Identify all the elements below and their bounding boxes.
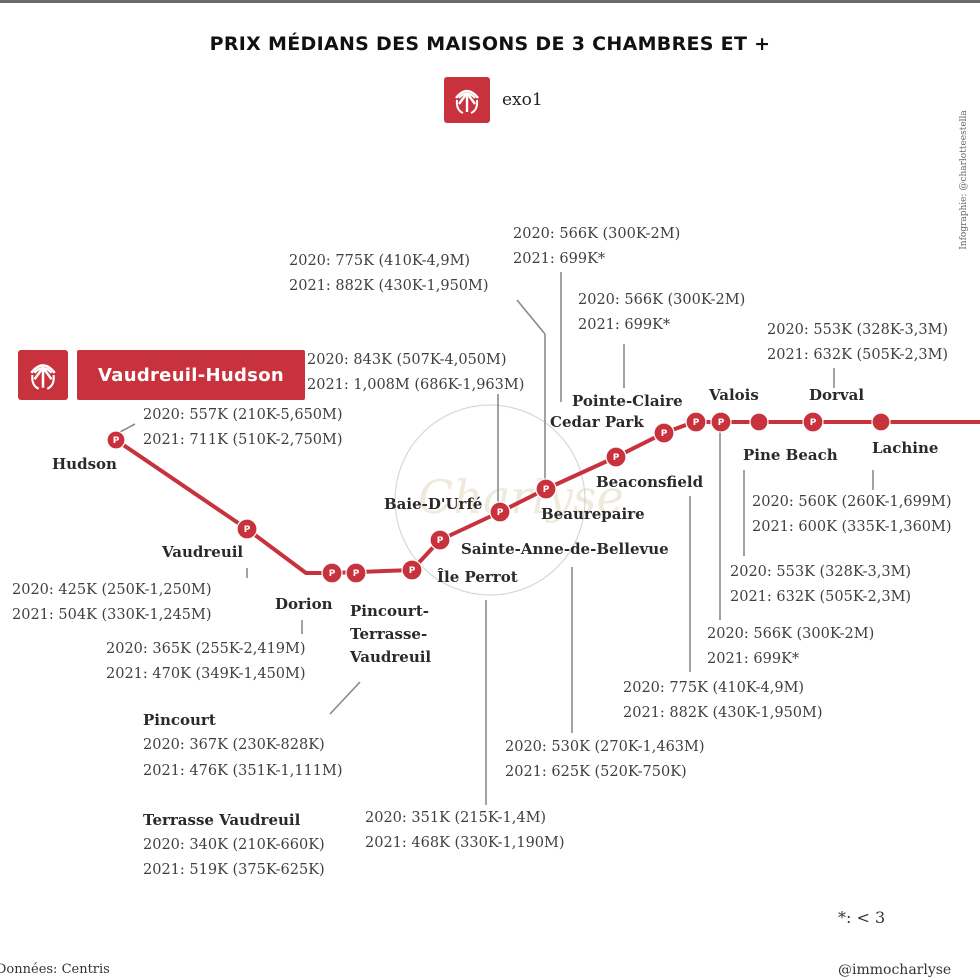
price-dorion: 2020: 365K (255K-2,419M) 2021: 470K (349K…	[106, 641, 306, 682]
station-ile-perrot: Île Perrot	[437, 568, 518, 586]
svg-text:P: P	[244, 525, 251, 535]
station-cedar-park: Cedar Park	[550, 413, 644, 431]
station-beaurepaire: Beaurepaire	[541, 505, 645, 523]
station-vaudreuil: Vaudreuil	[162, 543, 244, 561]
station-pine-beach: Pine Beach	[743, 446, 838, 464]
watermark-text: Charlyse	[418, 470, 624, 524]
svg-text:P: P	[661, 429, 668, 439]
price-sainte-anne-de-bellevue: 2020: 530K (270K-1,463M) 2021: 625K (520K…	[505, 739, 705, 780]
station-lachine: Lachine	[872, 439, 939, 457]
top-edge-strip	[0, 0, 980, 3]
data-source: Données: Centris	[0, 962, 110, 977]
svg-text:P: P	[437, 536, 444, 546]
station-pincourt-terrasse-vaudreuil: Pincourt- Terrasse- Vaudreuil	[350, 602, 432, 666]
price-pine-beach: 2020: 553K (328K-3,3M) 2021: 632K (505K-2…	[730, 564, 912, 605]
price-pincourt-2021: 2021: 476K (351K-1,111M)	[143, 763, 343, 779]
line-badge: Vaudreuil-Hudson	[18, 350, 305, 400]
station-baie-durfe: Baie-D'Urfé	[384, 495, 483, 513]
page-title: PRIX MÉDIANS DES MAISONS DE 3 CHAMBRES E…	[209, 33, 771, 55]
station-sainte-anne-de-bellevue: Sainte-Anne-de-Bellevue	[461, 540, 669, 558]
brand-name: exo1	[502, 90, 543, 110]
social-handle: @immocharlyse	[838, 962, 952, 978]
svg-text:P: P	[718, 418, 725, 428]
price-lachine: 2020: 560K (260K-1,699M) 2021: 600K (335K…	[752, 494, 952, 535]
parking-icons: P P P P P P P P P P P P P	[113, 418, 817, 579]
price-cedar-park: 2020: 566K (300K-2M) 2021: 699K*	[513, 226, 681, 267]
station-dorval: Dorval	[809, 386, 865, 404]
svg-text:P: P	[693, 418, 700, 428]
svg-text:P: P	[113, 436, 120, 446]
svg-text:P: P	[543, 485, 550, 495]
price-valois: 2020: 566K (300K-2M) 2021: 699K*	[707, 626, 875, 667]
price-baie-durfe: 2020: 843K (507K-4,050M) 2021: 1,008M (68…	[307, 352, 525, 393]
footnote: *: < 3	[838, 908, 886, 927]
svg-text:P: P	[810, 418, 817, 428]
price-pincourt: Pincourt 2020: 367K (230K-828K)	[143, 711, 325, 753]
price-ile-perrot: 2020: 351K (215K-1,4M) 2021: 468K (330K-1…	[365, 810, 565, 851]
svg-text:P: P	[353, 569, 360, 579]
svg-text:P: P	[409, 566, 416, 576]
price-vaudreuil: 2020: 425K (250K-1,250M) 2021: 504K (330K…	[12, 582, 212, 623]
train-icon	[18, 350, 68, 400]
brand-logo: exo1	[444, 77, 543, 123]
station-valois: Valois	[709, 386, 759, 404]
svg-text:P: P	[497, 508, 504, 518]
station-markers	[106, 411, 891, 584]
train-icon	[444, 77, 490, 123]
svg-text:P: P	[613, 453, 620, 463]
price-dorval: 2020: 553K (328K-3,3M) 2021: 632K (505K-2…	[767, 322, 949, 363]
line-name: Vaudreuil-Hudson	[77, 350, 305, 400]
price-terrasse-vaudreuil: Terrasse Vaudreuil 2020: 340K (210K-660K…	[143, 811, 325, 878]
station-beaconsfield: Beaconsfield	[596, 473, 704, 491]
station-hudson: Hudson	[52, 455, 117, 473]
svg-text:P: P	[329, 569, 336, 579]
station-dorion: Dorion	[275, 595, 333, 613]
price-beaconsfield: 2020: 775K (410K-4,9M) 2021: 882K (430K-1…	[623, 680, 823, 721]
price-hudson: 2020: 557K (210K-5,650M) 2021: 711K (510K…	[143, 407, 343, 448]
price-pointe-claire: 2020: 566K (300K-2M) 2021: 699K*	[578, 292, 746, 333]
leader-lines	[119, 272, 874, 805]
station-pointe-claire: Pointe-Claire	[572, 392, 683, 410]
price-beaurepaire: 2020: 775K (410K-4,9M) 2021: 882K (430K-1…	[289, 253, 489, 294]
